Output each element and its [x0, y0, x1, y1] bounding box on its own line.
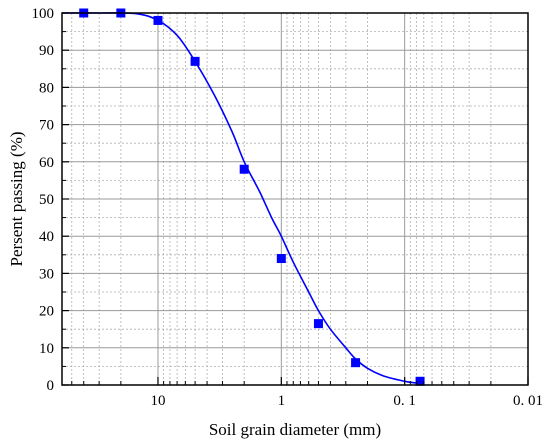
grid — [61, 13, 528, 385]
x-axis-title: Soil grain diameter (mm) — [209, 420, 381, 439]
y-tick-label: 0 — [47, 378, 55, 394]
y-tick-label: 10 — [39, 341, 54, 357]
x-tick-label: 10 — [150, 393, 165, 409]
fitted-curve — [61, 12, 417, 384]
y-tick-label: 20 — [39, 304, 54, 320]
data-point — [239, 164, 249, 174]
data-point — [276, 254, 286, 264]
y-tick-label: 30 — [39, 266, 54, 282]
x-tick-label: 0. 1 — [393, 393, 416, 409]
x-tick-label: 1 — [278, 393, 286, 409]
y-axis-title: Persent passing (%) — [7, 131, 26, 266]
y-tick-label: 60 — [39, 155, 54, 171]
y-tick-label: 80 — [39, 80, 54, 96]
data-point — [415, 376, 425, 386]
data-point — [313, 319, 323, 329]
axis-ticks: 0 10 20 30 40 50 60 70 80 90 100 10 1 0. 1 0. 01 — [32, 6, 544, 409]
x-tick-label: 0. 01 — [513, 393, 543, 409]
y-tick-label: 50 — [39, 192, 54, 208]
data-point — [351, 358, 361, 368]
y-tick-label: 90 — [39, 43, 54, 59]
y-tick-label: 100 — [32, 6, 55, 22]
y-tick-label: 40 — [39, 229, 54, 245]
y-tick-label: 70 — [39, 118, 54, 134]
